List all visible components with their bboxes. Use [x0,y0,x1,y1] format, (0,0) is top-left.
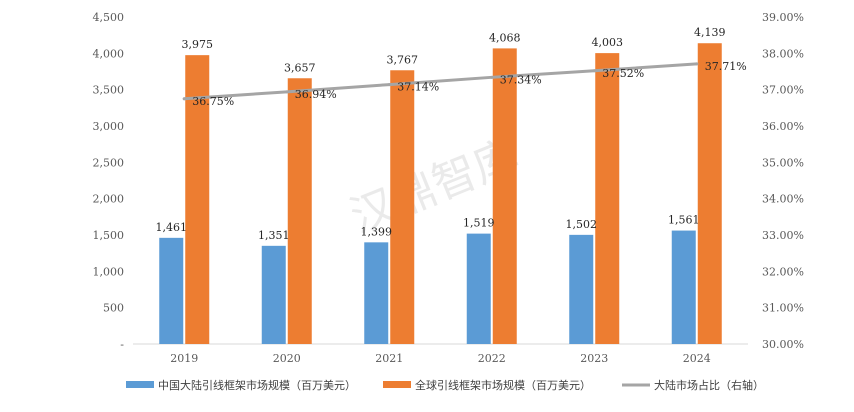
global-market-bar [287,78,312,345]
y-right-tick-label: 31.00% [762,302,804,315]
y-right-tick-label: 34.00% [762,193,804,206]
y-right-tick-label: 37.00% [762,84,804,97]
y-right-tick-label: 36.00% [762,120,804,133]
share-data-label: 37.34% [500,73,542,86]
global-market-data-label: 3,767 [387,53,419,66]
y-left-tick-label: 2,000 [93,193,125,206]
share-point [592,69,596,73]
legend-entry: 中国大陆引线框架市场规模（百万美元） [158,378,356,392]
x-tick-label: 2023 [580,352,608,365]
global-market-data-label: 4,068 [489,31,521,44]
share-point [387,83,391,87]
china-market-data-label: 1,519 [463,217,495,230]
x-tick-label: 2020 [273,352,301,365]
y-right-tick-label: 32.00% [762,265,804,278]
y-left-tick-label: 4,000 [93,47,125,60]
x-tick-label: 2024 [683,352,711,365]
china-market-data-label: 1,561 [668,214,700,227]
china-market-data-label: 1,502 [566,218,598,231]
global-market-bar [492,48,517,344]
share-data-label: 37.52% [602,67,644,80]
china-market-data-label: 1,351 [258,229,290,242]
global-market-data-label: 3,975 [182,38,214,51]
y-left-tick-label: 3,500 [93,84,125,97]
y-left-tick-label: 2,500 [93,156,125,169]
china-market-bar [671,230,696,344]
y-right-tick-label: 33.00% [762,229,804,242]
share-data-label: 37.14% [397,81,439,94]
share-data-label: 36.75% [192,95,234,108]
y-left-tick-label: 500 [103,302,124,315]
share-point [182,97,186,101]
china-market-bar [364,242,389,344]
global-market-bar [595,53,620,345]
y-right-tick-label: 35.00% [762,156,804,169]
y-right-tick-label: 39.00% [762,11,804,24]
y-left-tick-label: 1,500 [93,229,125,242]
y-left-tick-label: - [120,338,124,351]
legend-swatch [126,381,154,388]
global-market-data-label: 3,657 [284,61,316,74]
share-line [182,62,699,101]
china-market-bar [569,234,594,344]
china-market-bar [159,237,184,344]
x-tick-label: 2021 [375,352,403,365]
share-point [695,62,699,66]
china-market-bar [261,245,286,344]
legend-entry: 大陆市场占比（右轴） [654,378,764,392]
china-market-bar [466,233,491,344]
legend-swatch [383,381,411,388]
y-left-tick-label: 1,000 [93,265,125,278]
share-point [490,75,494,79]
x-tick-label: 2022 [478,352,506,365]
china-market-data-label: 1,399 [361,225,393,238]
x-tick-label: 2019 [170,352,198,365]
y-right-tick-label: 30.00% [762,338,804,351]
share-data-label: 36.94% [295,88,337,101]
global-market-data-label: 4,139 [694,26,726,39]
y-left-tick-label: 4,500 [93,11,125,24]
legend-entry: 全球引线框架市场规模（百万美元） [415,378,591,392]
global-market-data-label: 4,003 [592,36,624,49]
china-market-data-label: 1,461 [156,221,188,234]
share-point [285,90,289,94]
y-right-tick-label: 38.00% [762,47,804,60]
global-market-bar [390,70,415,345]
y-left-tick-label: 3,000 [93,120,125,133]
share-data-label: 37.71% [705,60,747,73]
global-market-bar [185,55,210,345]
global-market-bar [697,43,722,344]
